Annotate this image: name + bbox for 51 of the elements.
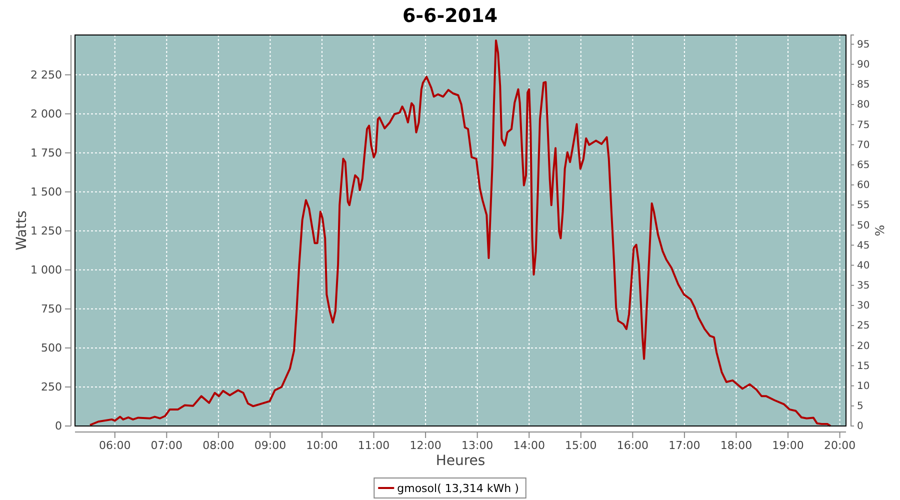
y2-tick-label: 15 [857,360,870,372]
y-tick-label: 2 250 [30,68,62,82]
y-tick-label: 1 500 [30,185,62,198]
y-tick-label: 0 [55,420,62,433]
x-tick-label: 13:00 [461,438,494,452]
y2-tick-label: 95 [857,39,870,50]
x-tick-label: 14:00 [513,438,545,452]
y2-tick-label: 5 [857,401,864,412]
y2-tick-label: 0 [857,421,864,432]
x-tick-label: 20:00 [824,438,856,452]
y2-tick-label: 70 [857,140,870,151]
y2-tick-label: 60 [857,180,870,192]
y-tick-label: 1 250 [30,224,62,238]
y-tick-label: 750 [41,302,62,316]
y-tick-label: 500 [41,341,62,354]
y2-axis-title: % [873,224,887,236]
x-tick-label: 12:00 [410,438,442,452]
y-tick-label: 250 [41,380,62,394]
x-tick-label: 08:00 [202,438,234,452]
y2-tick-label: 35 [857,280,870,292]
line-series [89,39,832,427]
y2-tick-label: 90 [857,60,870,71]
y2-tick-label: 55 [857,200,870,212]
y2-tick-label: 75 [857,120,870,131]
y2-tick-label: 45 [857,240,870,252]
y2-tick-label: 20 [857,340,870,352]
x-tick-label: 19:00 [772,438,804,452]
y2-tick-label: 80 [857,100,870,111]
y2-tick-label: 30 [857,300,870,312]
x-tick-label: 17:00 [668,438,700,452]
x-tick-label: 07:00 [150,438,182,452]
y2-tick-label: 25 [857,320,870,332]
legend-label: gmosol( 13,314 kWh ) [397,482,519,495]
y-axis-title: Watts [14,210,30,250]
y2-tick-label: 10 [857,381,870,392]
x-tick-label: 11:00 [358,438,390,452]
x-tick-label: 09:00 [254,438,286,452]
x-tick-label: 15:00 [565,438,597,452]
chart-title: 6-6-2014 [402,5,498,27]
y2-tick-label: 40 [857,260,870,272]
x-tick-label: 18:00 [720,438,752,452]
x-tick-label: 16:00 [616,438,649,452]
x-tick-label: 06:00 [99,438,131,452]
y2-tick-label: 65 [857,160,870,171]
y2-tick-label: 85 [857,80,870,91]
y-tick-label: 2 000 [30,107,62,120]
x-axis-title: Heures [436,453,486,469]
y2-tick-label: 50 [857,220,870,232]
x-tick-label: 10:00 [306,438,338,452]
y-tick-label: 1 750 [30,146,62,160]
y-tick-label: 1 000 [30,263,62,276]
